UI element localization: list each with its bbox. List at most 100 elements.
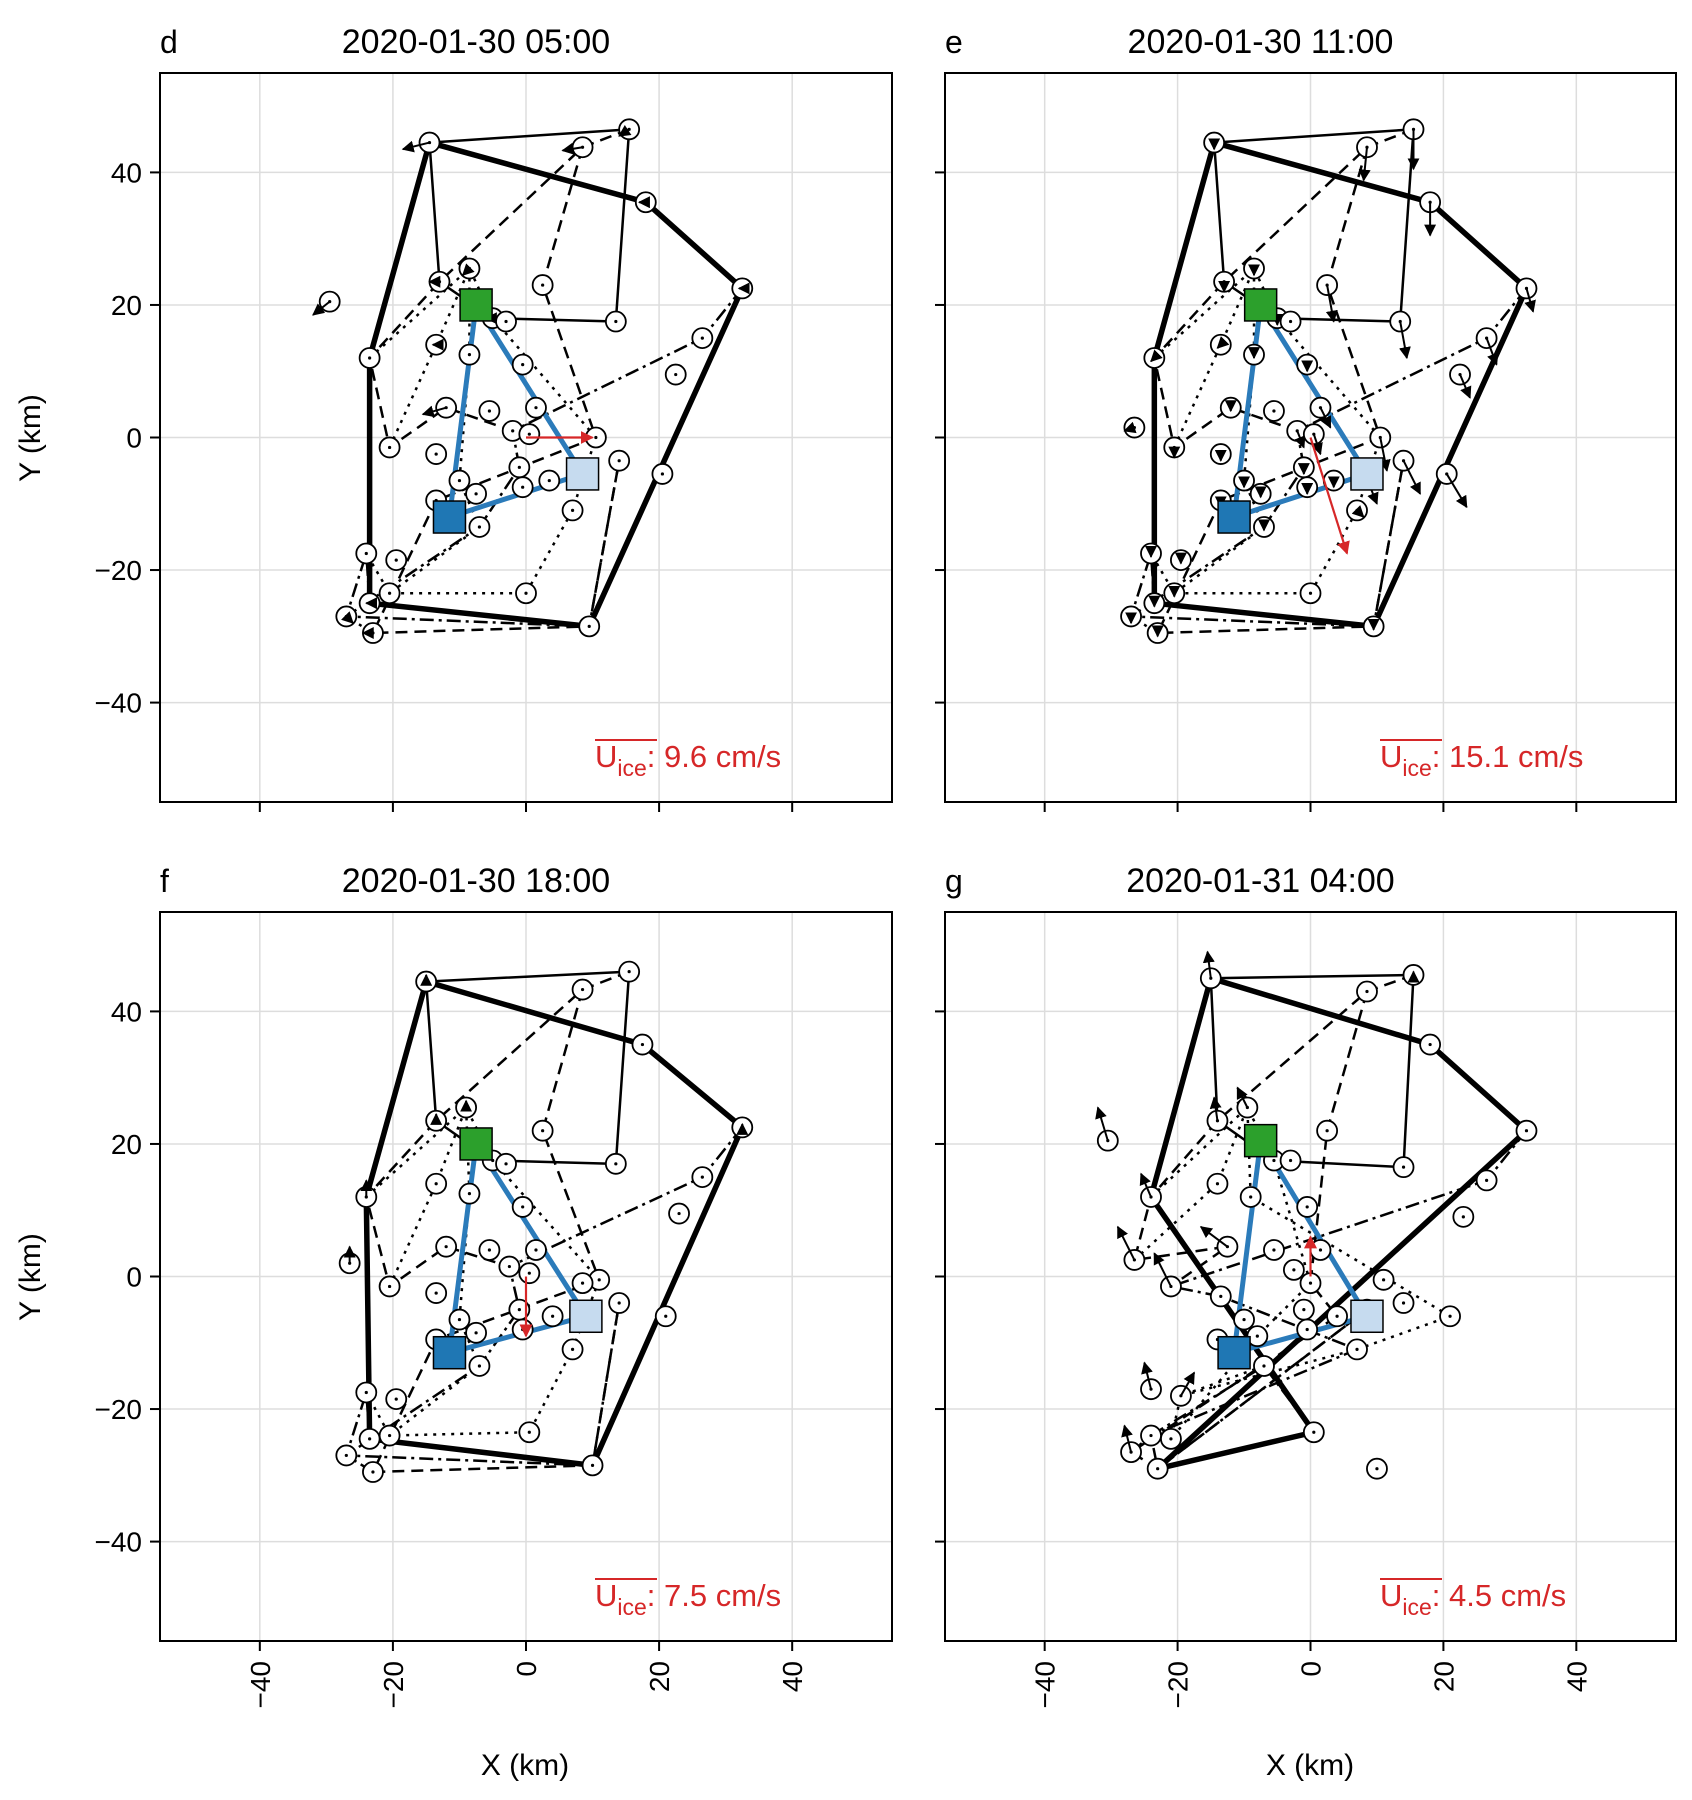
buoy-center-dot bbox=[387, 1433, 392, 1438]
x-tick-label: 0 bbox=[511, 1661, 542, 1677]
buoy-velocity-arrow bbox=[1445, 473, 1468, 509]
buoy-center-dot bbox=[1272, 1158, 1276, 1163]
buoy-array-link bbox=[365, 970, 630, 1288]
buoy-center-dot bbox=[394, 1397, 398, 1401]
buoy-velocity-arrow bbox=[421, 405, 447, 418]
buoy-center-dot bbox=[627, 970, 631, 974]
buoy-center-dot bbox=[700, 1175, 704, 1179]
buoy-velocity-arrow bbox=[1095, 1106, 1109, 1141]
x-axis-labels: X (km) X (km) bbox=[481, 1749, 1354, 1782]
buoy-center-dot bbox=[1335, 1314, 1339, 1318]
buoy-velocity-arrow bbox=[1180, 1371, 1196, 1397]
buoy-center-dot bbox=[1215, 1182, 1220, 1186]
buoy-center-dot bbox=[541, 283, 545, 287]
buoy-center-dot bbox=[541, 1129, 545, 1133]
buoy-center-dot bbox=[570, 1347, 575, 1351]
buoy-array-link bbox=[1149, 1308, 1368, 1470]
buoy-center-dot bbox=[1242, 1317, 1246, 1322]
panel-label: e bbox=[945, 24, 963, 60]
buoy-center-dot bbox=[551, 1314, 555, 1318]
mean-ice-velocity-arrow bbox=[1309, 437, 1350, 555]
buoy-center-dot bbox=[1428, 1042, 1432, 1047]
triangle-node-dark bbox=[432, 500, 467, 534]
buoy-center-dot bbox=[521, 1327, 525, 1332]
mean-ice-speed-annotation: Uice: 15.1 cm/s bbox=[1380, 739, 1583, 781]
buoy-center-dot bbox=[614, 1162, 618, 1166]
buoy-center-dot bbox=[1249, 1195, 1253, 1199]
buoy-velocity-arrow bbox=[1524, 288, 1536, 313]
buoy-array-link bbox=[1133, 1106, 1312, 1441]
buoy-velocity-arrow bbox=[1378, 437, 1391, 472]
chart-panel-f: −40 −20 0 20 40 −40 −20 0 20 40 f 2020-01-30 18:00 U… bbox=[95, 862, 893, 1709]
buoy-center-dot bbox=[1288, 319, 1293, 324]
buoy-center-dot bbox=[1318, 1248, 1323, 1252]
buoy-center-dot bbox=[677, 1211, 681, 1216]
buoy-center-dot bbox=[368, 1437, 372, 1441]
buoy-center-dot bbox=[364, 551, 368, 556]
buoy-velocity-arrow bbox=[618, 124, 632, 137]
buoy-center-dot bbox=[1255, 1334, 1259, 1338]
buoy-center-dot bbox=[467, 1192, 472, 1196]
buoy-center-dot bbox=[521, 363, 525, 367]
buoy-center-dot bbox=[534, 1248, 538, 1252]
y-axis-label: Y (km) bbox=[14, 1233, 47, 1321]
triangle-node-light bbox=[569, 1299, 603, 1334]
buoy-array-link bbox=[1130, 1129, 1528, 1454]
panel-label: f bbox=[160, 863, 169, 899]
y-tick-label: −40 bbox=[95, 1527, 143, 1558]
buoy-center-dot bbox=[474, 1331, 478, 1335]
buoy-center-dot bbox=[664, 1314, 668, 1318]
buoy-velocity-arrow bbox=[1459, 374, 1472, 399]
buoy-velocity-arrow bbox=[1294, 430, 1306, 449]
x-tick-label: 20 bbox=[1428, 1661, 1459, 1692]
buoy-center-dot bbox=[394, 558, 398, 562]
buoy-array-link bbox=[366, 139, 746, 630]
axes-frame bbox=[944, 911, 1677, 1642]
y-tick-label: −20 bbox=[95, 555, 143, 586]
y-tick-label: 20 bbox=[111, 1129, 142, 1160]
buoy-velocity-arrow bbox=[1485, 337, 1499, 366]
panel-label: d bbox=[160, 24, 178, 60]
buoy-center-dot bbox=[371, 1470, 375, 1474]
buoy-center-dot bbox=[387, 591, 392, 595]
buoy-center-dot bbox=[1302, 1308, 1306, 1312]
buoy-center-dot bbox=[1169, 1437, 1173, 1441]
buoy-center-dot bbox=[597, 1278, 601, 1282]
buoy-center-dot bbox=[700, 336, 704, 340]
buoy-array-link bbox=[388, 1106, 601, 1437]
buoy-velocity-arrow bbox=[1325, 284, 1338, 323]
buoy-center-dot bbox=[1292, 1268, 1296, 1272]
y-tick-label: 20 bbox=[111, 290, 142, 321]
buoy-velocity-arrow bbox=[341, 611, 354, 624]
ticks bbox=[935, 171, 1578, 812]
chart-panel-e: e 2020-01-30 11:00 Uice: 15.1 cm/s bbox=[935, 23, 1677, 812]
buoy-center-dot bbox=[434, 1291, 438, 1295]
buoy-center-dot bbox=[457, 1317, 462, 1322]
panel-title: 2020-01-30 05:00 bbox=[342, 23, 610, 61]
buoy-array-link bbox=[371, 989, 621, 1474]
buoy-velocity-arrow bbox=[1139, 1172, 1152, 1198]
buoy-velocity-arrow bbox=[1402, 460, 1422, 495]
buoy-center-dot bbox=[617, 1301, 621, 1305]
buoy-velocity-arrow bbox=[1319, 407, 1332, 429]
buoy-center-dot bbox=[1156, 1467, 1160, 1471]
buoy-center-dot bbox=[504, 1162, 508, 1166]
y-tick-label: 0 bbox=[126, 1262, 142, 1293]
mean-ice-speed-annotation: Uice: 7.5 cm/s bbox=[595, 1578, 781, 1620]
buoy-center-dot bbox=[344, 1453, 348, 1458]
triangle-node-green bbox=[1243, 288, 1278, 322]
buoy-center-dot bbox=[1461, 1215, 1465, 1219]
ticks: −40 −20 0 20 40 bbox=[935, 1010, 1592, 1709]
triangle-node-dark bbox=[1217, 500, 1251, 534]
triangle-node-dark bbox=[432, 1335, 467, 1370]
buoy-center-dot bbox=[527, 432, 531, 436]
plot-area bbox=[1095, 950, 1538, 1480]
buoy-center-dot bbox=[444, 1245, 448, 1249]
buoy-center-dot bbox=[1375, 1467, 1379, 1471]
buoy-velocity-arrow bbox=[1153, 1252, 1172, 1287]
buoy-center-dot bbox=[570, 508, 575, 512]
buoy-center-dot bbox=[534, 406, 538, 410]
buoy-array-link bbox=[1209, 973, 1415, 1169]
buoy-center-dot bbox=[504, 319, 508, 324]
buoy-center-dot bbox=[474, 492, 478, 496]
